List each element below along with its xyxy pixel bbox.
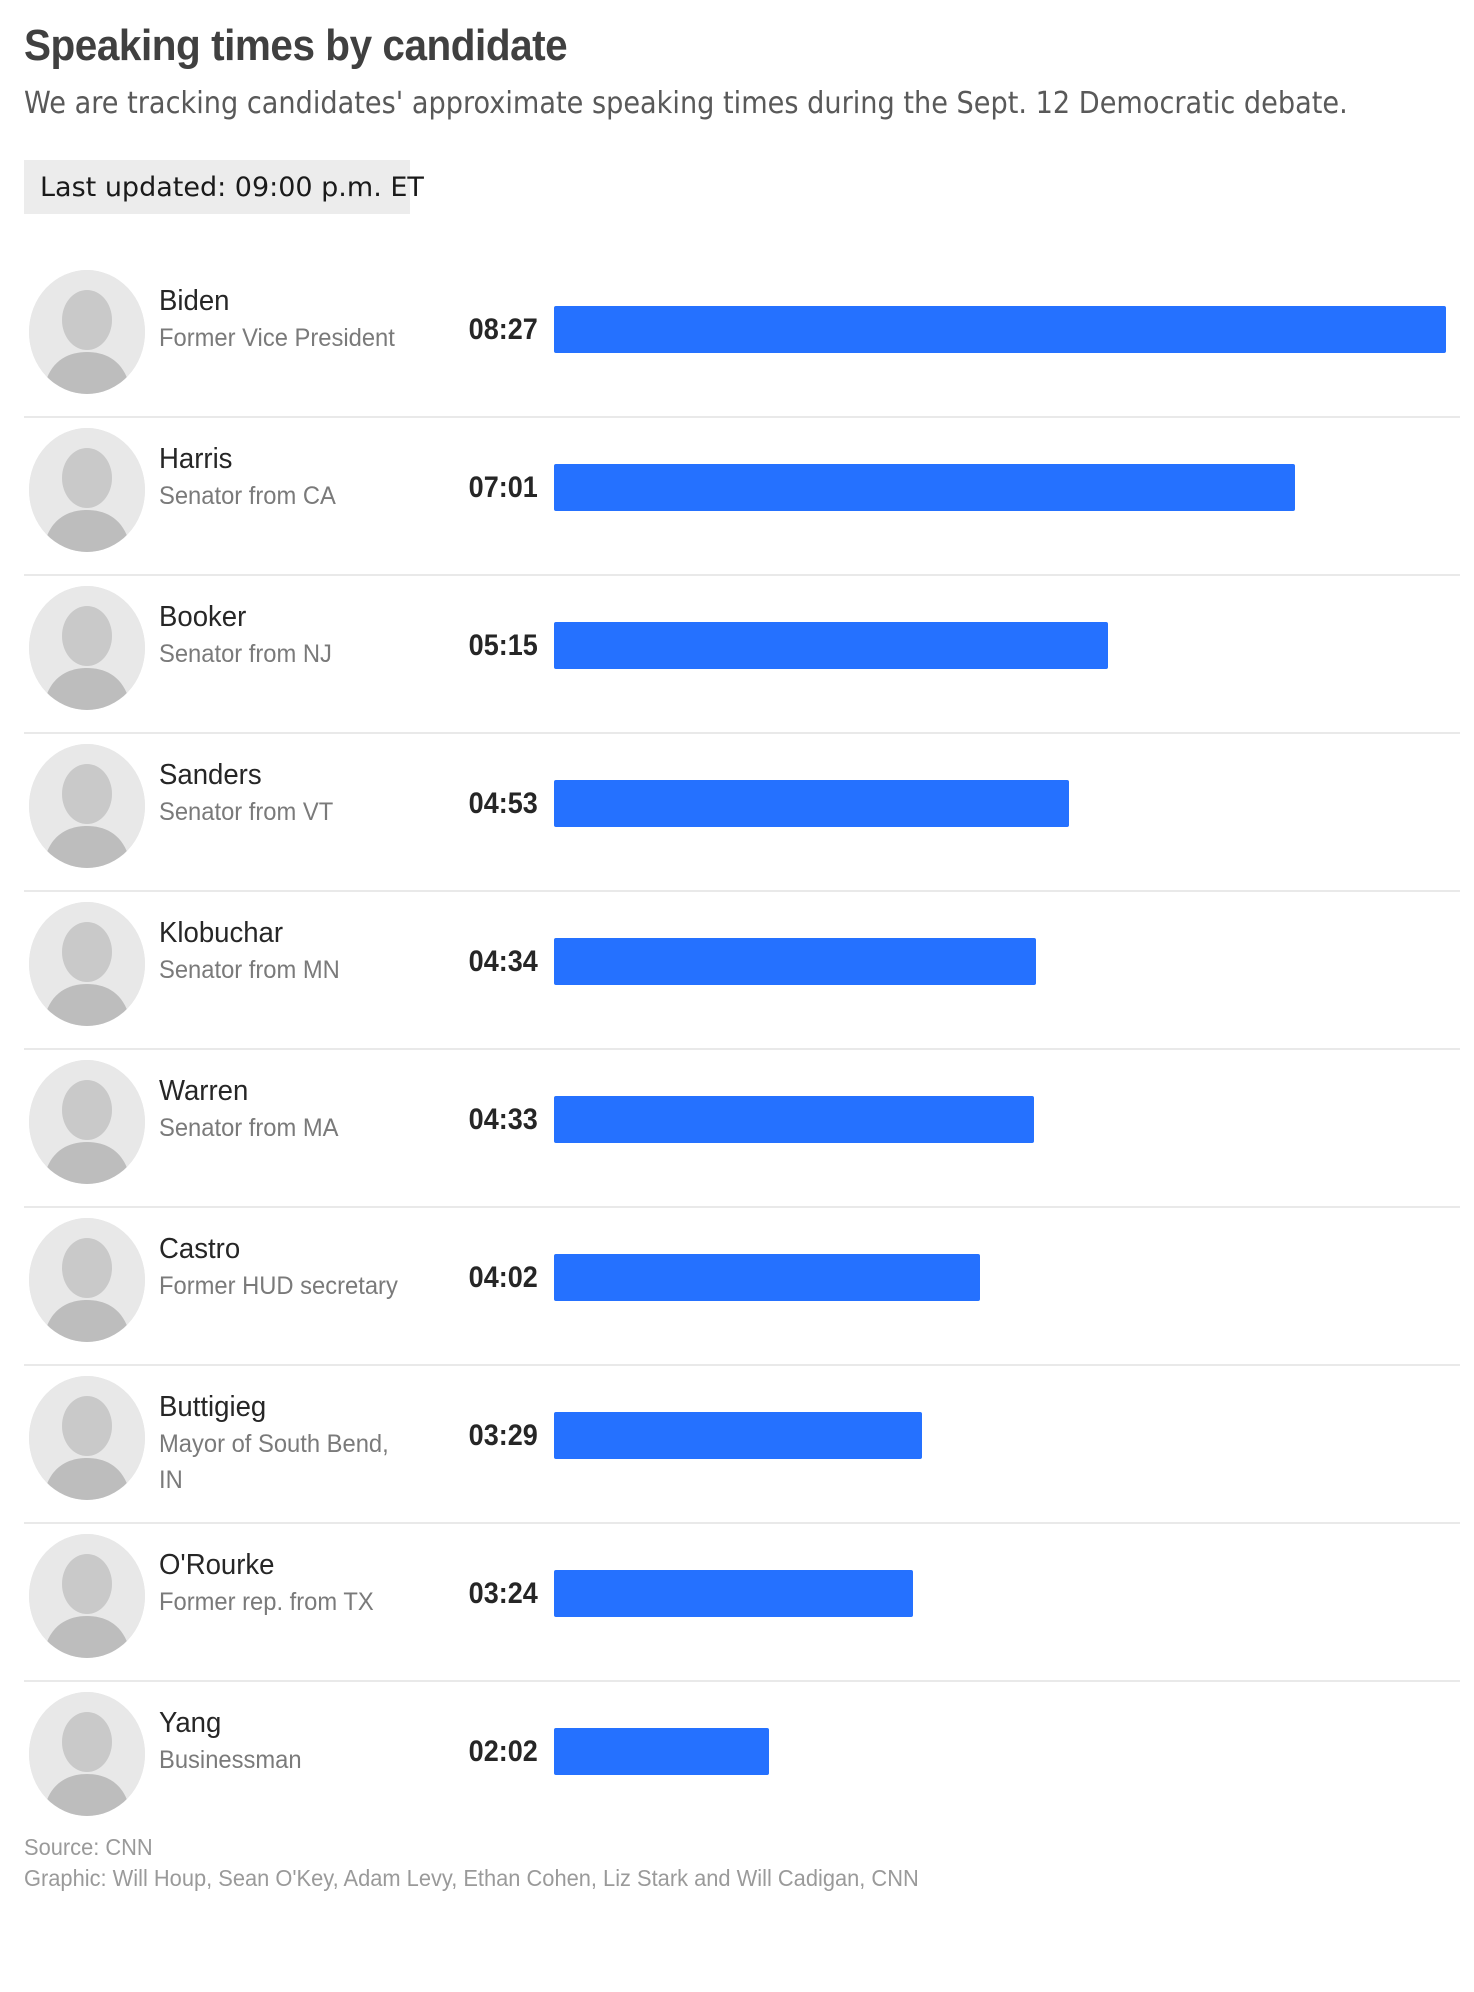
candidate-name: Klobuchar <box>159 917 284 949</box>
candidate-row: Biden Former Vice President 08:27 <box>24 260 1460 418</box>
candidate-name: Warren <box>159 1075 249 1107</box>
speaking-time-label: 08:27 <box>468 313 538 346</box>
speaking-time-bar <box>554 780 1069 827</box>
candidate-info: Harris Senator from CA <box>159 442 419 514</box>
footer: Source: CNN Graphic: Will Houp, Sean O'K… <box>24 1832 966 1894</box>
candidate-info: Klobuchar Senator from MN <box>159 916 419 988</box>
candidate-photo <box>29 744 145 868</box>
speaking-time-label: 03:24 <box>468 1577 538 1610</box>
candidate-photo <box>29 1060 145 1184</box>
speaking-time-bar <box>554 1570 913 1617</box>
source-credit: Source: CNN <box>24 1834 153 1860</box>
speaking-time-label: 07:01 <box>468 471 538 504</box>
last-updated-text: Last updated: 09:00 p.m. ET <box>40 171 424 203</box>
speaking-time-label: 04:33 <box>468 1103 538 1136</box>
candidate-bar-list: Biden Former Vice President 08:27 Harris Sen… <box>24 260 1460 1840</box>
candidate-name: Harris <box>159 443 233 475</box>
candidate-name: Booker <box>159 601 247 633</box>
speaking-time-bar <box>554 1254 980 1301</box>
candidate-photo <box>29 1218 145 1342</box>
candidate-role: Senator from CA <box>159 482 336 510</box>
speaking-time-bar <box>554 938 1036 985</box>
candidate-row: Harris Senator from CA 07:01 <box>24 418 1460 576</box>
candidate-role: Senator from NJ <box>159 640 332 668</box>
speaking-time-bar <box>554 1096 1034 1143</box>
graphic-container: Speaking times by candidate We are track… <box>24 18 1460 1816</box>
candidate-info: Biden Former Vice President <box>159 284 419 356</box>
candidate-name: Biden <box>159 285 230 317</box>
speaking-time-label: 05:15 <box>468 629 538 662</box>
candidate-photo <box>29 902 145 1026</box>
candidate-info: Buttigieg Mayor of South Bend, IN <box>159 1390 419 1498</box>
candidate-row: Warren Senator from MA 04:33 <box>24 1050 1460 1208</box>
candidate-photo <box>29 1692 145 1816</box>
candidate-role: Former Vice President <box>159 324 395 352</box>
last-updated-badge: Last updated: 09:00 p.m. ET <box>24 160 424 214</box>
speaking-time-label: 02:02 <box>468 1735 538 1768</box>
speaking-time-label: 04:53 <box>468 787 538 820</box>
candidate-role: Former rep. from TX <box>159 1588 374 1616</box>
candidate-photo <box>29 428 145 552</box>
speaking-time-label: 03:29 <box>468 1419 538 1452</box>
speaking-time-bar <box>554 464 1295 511</box>
candidate-role: Senator from VT <box>159 798 334 826</box>
candidate-row: Castro Former HUD secretary 04:02 <box>24 1208 1460 1366</box>
candidate-row: Booker Senator from NJ 05:15 <box>24 576 1460 734</box>
candidate-role: Former HUD secretary <box>159 1272 398 1300</box>
candidate-photo <box>29 270 145 394</box>
candidate-photo <box>29 586 145 710</box>
candidate-photo <box>29 1534 145 1658</box>
speaking-time-bar <box>554 622 1108 669</box>
candidate-role: Senator from MA <box>159 1114 339 1142</box>
page-subtitle: We are tracking candidates' approximate … <box>24 86 1348 121</box>
candidate-row: Yang Businessman 02:02 <box>24 1682 1460 1840</box>
candidate-row: Buttigieg Mayor of South Bend, IN 03:29 <box>24 1366 1460 1524</box>
candidate-role: Senator from MN <box>159 956 340 984</box>
candidate-row: Klobuchar Senator from MN 04:34 <box>24 892 1460 1050</box>
candidate-info: Warren Senator from MA <box>159 1074 419 1146</box>
speaking-time-label: 04:02 <box>468 1261 538 1294</box>
candidate-row: O'Rourke Former rep. from TX 03:24 <box>24 1524 1460 1682</box>
candidate-name: O'Rourke <box>159 1549 275 1581</box>
candidate-name: Castro <box>159 1233 241 1265</box>
candidate-name: Buttigieg <box>159 1391 267 1423</box>
speaking-time-bar <box>554 1728 769 1775</box>
candidate-role: Businessman <box>159 1746 302 1774</box>
speaking-time-label: 04:34 <box>468 945 538 978</box>
graphic-credit: Graphic: Will Houp, Sean O'Key, Adam Lev… <box>24 1865 919 1891</box>
candidate-photo <box>29 1376 145 1500</box>
candidate-row: Sanders Senator from VT 04:53 <box>24 734 1460 892</box>
candidate-info: O'Rourke Former rep. from TX <box>159 1548 419 1620</box>
candidate-info: Castro Former HUD secretary <box>159 1232 419 1304</box>
speaking-time-bar <box>554 306 1446 353</box>
candidate-name: Yang <box>159 1707 222 1739</box>
candidate-role: Mayor of South Bend, IN <box>159 1430 389 1494</box>
candidate-info: Yang Businessman <box>159 1706 419 1778</box>
page-title: Speaking times by candidate <box>24 21 568 70</box>
speaking-time-bar <box>554 1412 922 1459</box>
candidate-info: Sanders Senator from VT <box>159 758 419 830</box>
candidate-name: Sanders <box>159 759 262 791</box>
candidate-info: Booker Senator from NJ <box>159 600 419 672</box>
